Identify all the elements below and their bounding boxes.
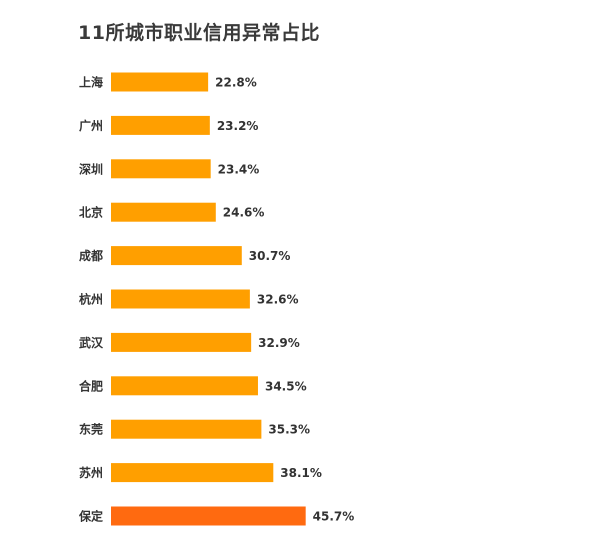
bar [111,289,250,309]
bar-highlight [111,506,306,526]
value-label: 32.9% [258,336,300,350]
bar [111,159,211,179]
category-label: 广州 [79,118,103,133]
value-label: 32.6% [257,293,299,307]
value-label: 38.1% [280,466,322,480]
bar [111,419,262,439]
value-label: 23.2% [217,119,259,133]
value-label: 30.7% [249,249,291,263]
category-label: 深圳 [79,161,103,176]
category-label: 杭州 [79,292,103,307]
category-label: 苏州 [79,465,103,480]
bar [111,115,210,135]
value-label: 34.5% [265,379,307,393]
value-label: 45.7% [313,510,355,524]
bar [111,72,209,92]
bar [111,202,216,222]
value-label: 35.3% [268,423,310,437]
category-label: 保定 [78,509,103,524]
value-label: 24.6% [223,206,265,220]
category-label: 上海 [79,75,103,90]
category-label: 北京 [79,205,103,220]
category-label: 成都 [79,248,103,263]
chart-title: 11所城市职业信用异常占比 [78,22,320,44]
bar [111,376,258,396]
value-label: 23.4% [218,162,260,176]
bar [111,463,274,483]
category-label: 合肥 [79,378,103,393]
category-label: 东莞 [79,422,103,437]
category-label: 武汉 [79,335,104,350]
bar [111,332,252,352]
bar [111,246,242,266]
value-label: 22.8% [215,76,257,90]
